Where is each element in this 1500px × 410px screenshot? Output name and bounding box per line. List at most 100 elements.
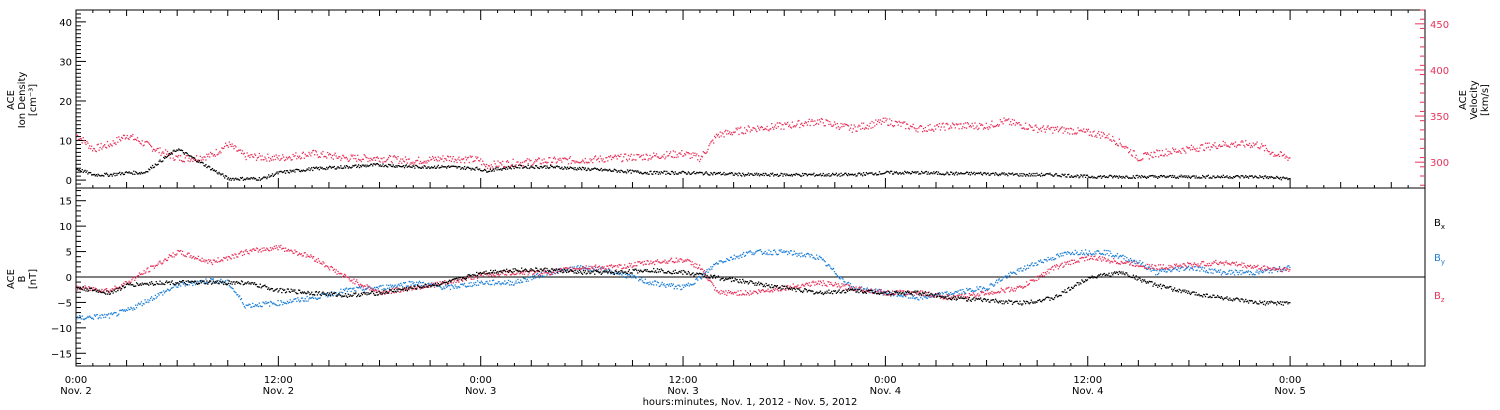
by-point (668, 283, 671, 285)
bz-point (400, 291, 402, 293)
velocity-point (212, 155, 215, 157)
velocity-point (285, 156, 288, 158)
velocity-point (1154, 151, 1156, 154)
velocity-point (1112, 135, 1114, 138)
density-point (1142, 175, 1144, 178)
velocity-point (997, 125, 1000, 127)
velocity-point (558, 159, 560, 161)
velocity-point (946, 122, 948, 125)
velocity-point (598, 161, 601, 163)
velocity-point (520, 162, 522, 164)
density-point (216, 172, 218, 174)
by-point (159, 291, 161, 294)
velocity-point (1018, 121, 1020, 124)
velocity-point (771, 122, 773, 125)
by-point (1225, 273, 1227, 276)
velocity-point (798, 119, 800, 122)
by-point (1160, 270, 1163, 272)
velocity-point (727, 130, 729, 132)
density-point (827, 174, 829, 177)
density-point (1079, 176, 1081, 178)
bz-point (668, 260, 670, 262)
by-point (972, 290, 974, 292)
velocity-point (389, 155, 392, 157)
velocity-point (1024, 128, 1026, 130)
bz-point (521, 273, 524, 275)
by-point (1095, 253, 1097, 255)
velocity-point (1283, 153, 1285, 156)
velocity-point (1048, 127, 1050, 130)
density-point (402, 165, 405, 167)
by-point (493, 284, 496, 286)
by-point (519, 282, 521, 284)
bz-point (741, 294, 743, 296)
velocity-point (223, 147, 225, 150)
by-point (1046, 260, 1048, 262)
by-point (952, 293, 955, 295)
density-point (414, 167, 416, 169)
velocity-point (394, 156, 396, 158)
velocity-point (1201, 144, 1203, 146)
velocity-point (1093, 130, 1095, 132)
density-point (889, 172, 891, 174)
by-point (1111, 255, 1113, 258)
density-point (1034, 172, 1036, 175)
velocity-point (76, 134, 78, 136)
bz-point (452, 282, 454, 284)
bz-point (617, 266, 619, 268)
by-point (728, 259, 730, 262)
velocity-point (460, 161, 462, 164)
velocity-point (190, 159, 192, 161)
velocity-point (986, 126, 988, 129)
velocity-point (89, 145, 91, 147)
by-point (476, 280, 479, 282)
density-point (382, 163, 384, 165)
by-point (497, 281, 499, 283)
by-point (1217, 269, 1220, 271)
by-point (846, 282, 849, 284)
velocity-point (1222, 140, 1224, 143)
density-point (296, 168, 298, 171)
density-point (112, 173, 114, 176)
by-point (469, 285, 471, 287)
bz-point (374, 289, 377, 291)
density-point (307, 169, 309, 171)
density-point (618, 170, 620, 172)
velocity-point (1212, 143, 1214, 146)
density-point (95, 174, 97, 176)
by-point (1067, 251, 1069, 253)
density-point (522, 167, 525, 169)
by-point (622, 272, 624, 274)
density-point (92, 174, 95, 176)
bz-point (641, 261, 644, 263)
velocity-point (167, 153, 170, 155)
density-point (945, 173, 947, 175)
velocity-point (341, 157, 343, 160)
density-point (244, 179, 246, 181)
by-point (687, 282, 690, 284)
bz-point (733, 291, 735, 294)
velocity-point (477, 156, 479, 158)
density-point (1059, 175, 1061, 177)
bz-point (624, 267, 627, 269)
bz-point (393, 292, 395, 294)
density-point (752, 174, 754, 176)
velocity-point (1037, 131, 1039, 134)
velocity-point (96, 144, 98, 146)
by-point (723, 260, 725, 263)
velocity-point (597, 157, 600, 159)
by-point (139, 303, 142, 305)
velocity-point (578, 161, 580, 164)
by-point (442, 288, 444, 290)
by-point (450, 284, 453, 286)
density-point (876, 174, 878, 176)
velocity-point (284, 159, 287, 161)
density-point (393, 165, 395, 168)
by-point (150, 297, 152, 300)
bz-point (125, 281, 127, 283)
bz-point (402, 287, 404, 289)
density-point (413, 165, 415, 167)
velocity-point (516, 161, 518, 163)
